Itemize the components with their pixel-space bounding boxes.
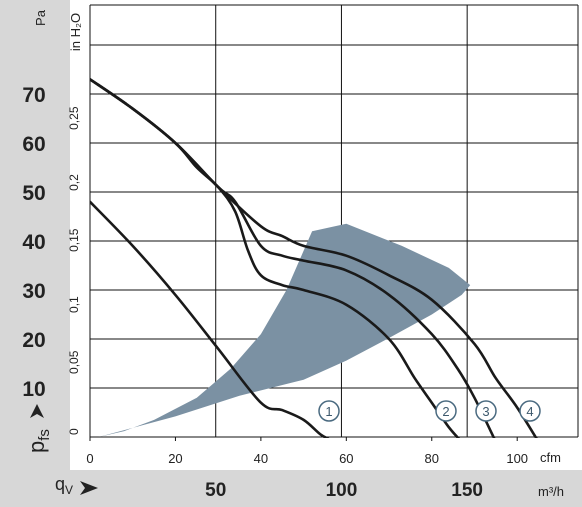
- pa-unit-label: Pa: [33, 9, 48, 26]
- y-axis-label: pfs: [24, 429, 53, 453]
- curve-marker-3: [475, 400, 497, 422]
- cfm-tick-label: 40: [254, 451, 268, 466]
- pa-tick-label: 40: [22, 231, 45, 254]
- pa-tick-label: 50: [22, 182, 45, 205]
- inh2o-tick-label: 0,1: [67, 296, 81, 313]
- curve-1: [90, 200, 330, 438]
- curve-marker-label-2: 2: [442, 404, 449, 419]
- curve-marker-1: [318, 400, 340, 422]
- pa-tick-label: 30: [22, 280, 45, 303]
- inh2o-tick-label: 0,15: [67, 228, 81, 252]
- cfm-unit-label: cfm: [540, 450, 561, 465]
- m3h-tick-label: 100: [326, 480, 358, 501]
- cfm-tick-label: 0: [86, 451, 93, 466]
- x-axis-arrow-icon: [80, 481, 98, 495]
- curves: [90, 78, 538, 438]
- curve-marker-label-4: 4: [526, 404, 533, 419]
- m3h-tick-label: 150: [451, 480, 483, 501]
- curve-marker-label-1: 1: [325, 404, 332, 419]
- cfm-tick-label: 80: [425, 451, 439, 466]
- cfm-tick-label: 100: [506, 451, 528, 466]
- operating-range-area: [98, 223, 471, 437]
- grid: [89, 4, 579, 441]
- tick-labels: 10 20 30 40 50 60 70 0 0,05 0,1 0,15 0,2 0,25 0 20 40 60…: [22, 84, 528, 501]
- curve-marker-label-3: 3: [482, 404, 489, 419]
- operating-range-region: [98, 223, 471, 437]
- left-panel: [0, 0, 70, 507]
- pa-tick-label: 10: [22, 378, 45, 401]
- m3h-tick-label: 50: [205, 480, 226, 501]
- cfm-tick-label: 60: [339, 451, 353, 466]
- inh2o-tick-label: 0,05: [67, 350, 81, 374]
- m3h-unit-label: m³/h: [538, 484, 564, 499]
- svg-text:qV: qV: [55, 474, 73, 497]
- pa-tick-label: 70: [22, 84, 45, 107]
- inh2o-unit-label: in H₂O: [68, 13, 83, 51]
- curve-marker-4: [519, 400, 541, 422]
- inh2o-tick-label: 0,2: [67, 174, 81, 191]
- bottom-panel: [0, 470, 582, 507]
- inh2o-tick-label: 0,25: [67, 106, 81, 130]
- x-axis-label: qV: [55, 474, 73, 497]
- pa-tick-label: 20: [22, 329, 45, 352]
- inh2o-tick-label: 0: [67, 428, 81, 435]
- curve-marker-2: [435, 400, 457, 422]
- curve-markers: 1 2 3 4: [318, 400, 541, 422]
- cfm-tick-label: 20: [168, 451, 182, 466]
- y-axis-arrow-icon: [30, 404, 44, 418]
- curve-4: [90, 78, 538, 438]
- pa-tick-label: 60: [22, 133, 45, 156]
- svg-text:pfs: pfs: [24, 429, 53, 453]
